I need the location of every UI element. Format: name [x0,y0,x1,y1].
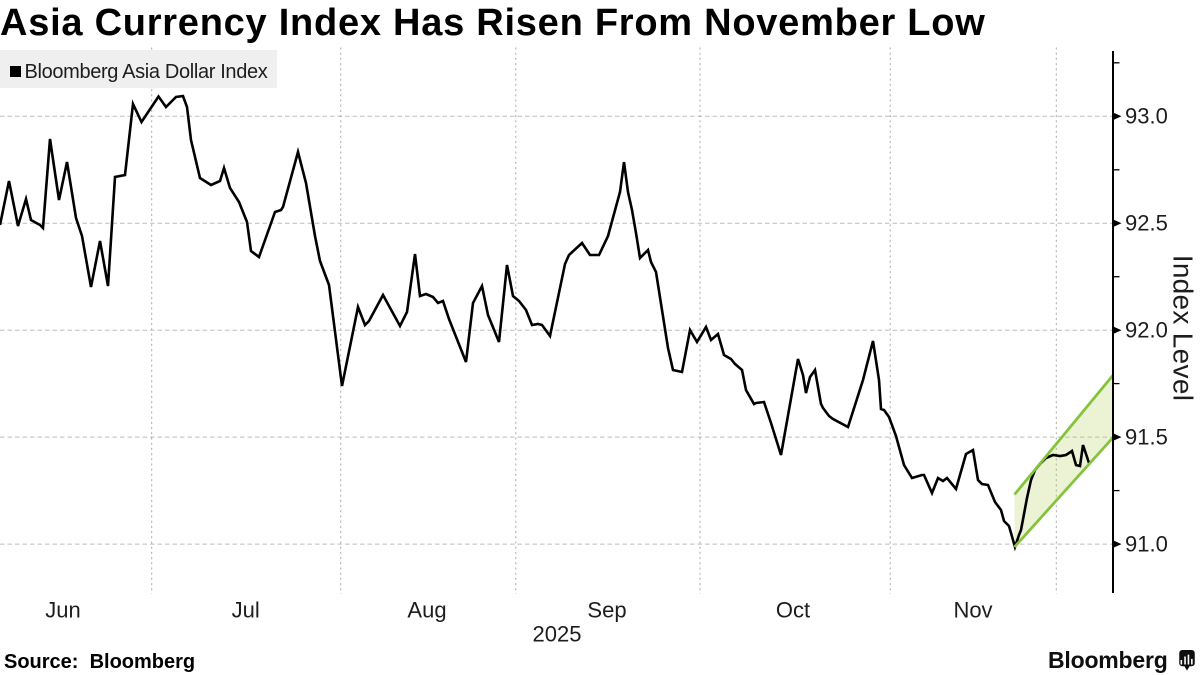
svg-text:93.0: 93.0 [1125,104,1168,129]
svg-text:Nov: Nov [953,598,992,623]
svg-text:92.0: 92.0 [1125,318,1168,343]
svg-text:Index Level: Index Level [1168,255,1199,402]
svg-text:92.5: 92.5 [1125,211,1168,236]
svg-text:Aug: Aug [407,598,446,623]
svg-text:91.0: 91.0 [1125,532,1168,557]
svg-text:2025: 2025 [533,622,582,647]
svg-text:Jul: Jul [232,598,260,623]
svg-text:Jun: Jun [45,598,80,623]
svg-text:Oct: Oct [776,598,810,623]
svg-text:Sep: Sep [587,598,626,623]
svg-text:91.5: 91.5 [1125,425,1168,450]
